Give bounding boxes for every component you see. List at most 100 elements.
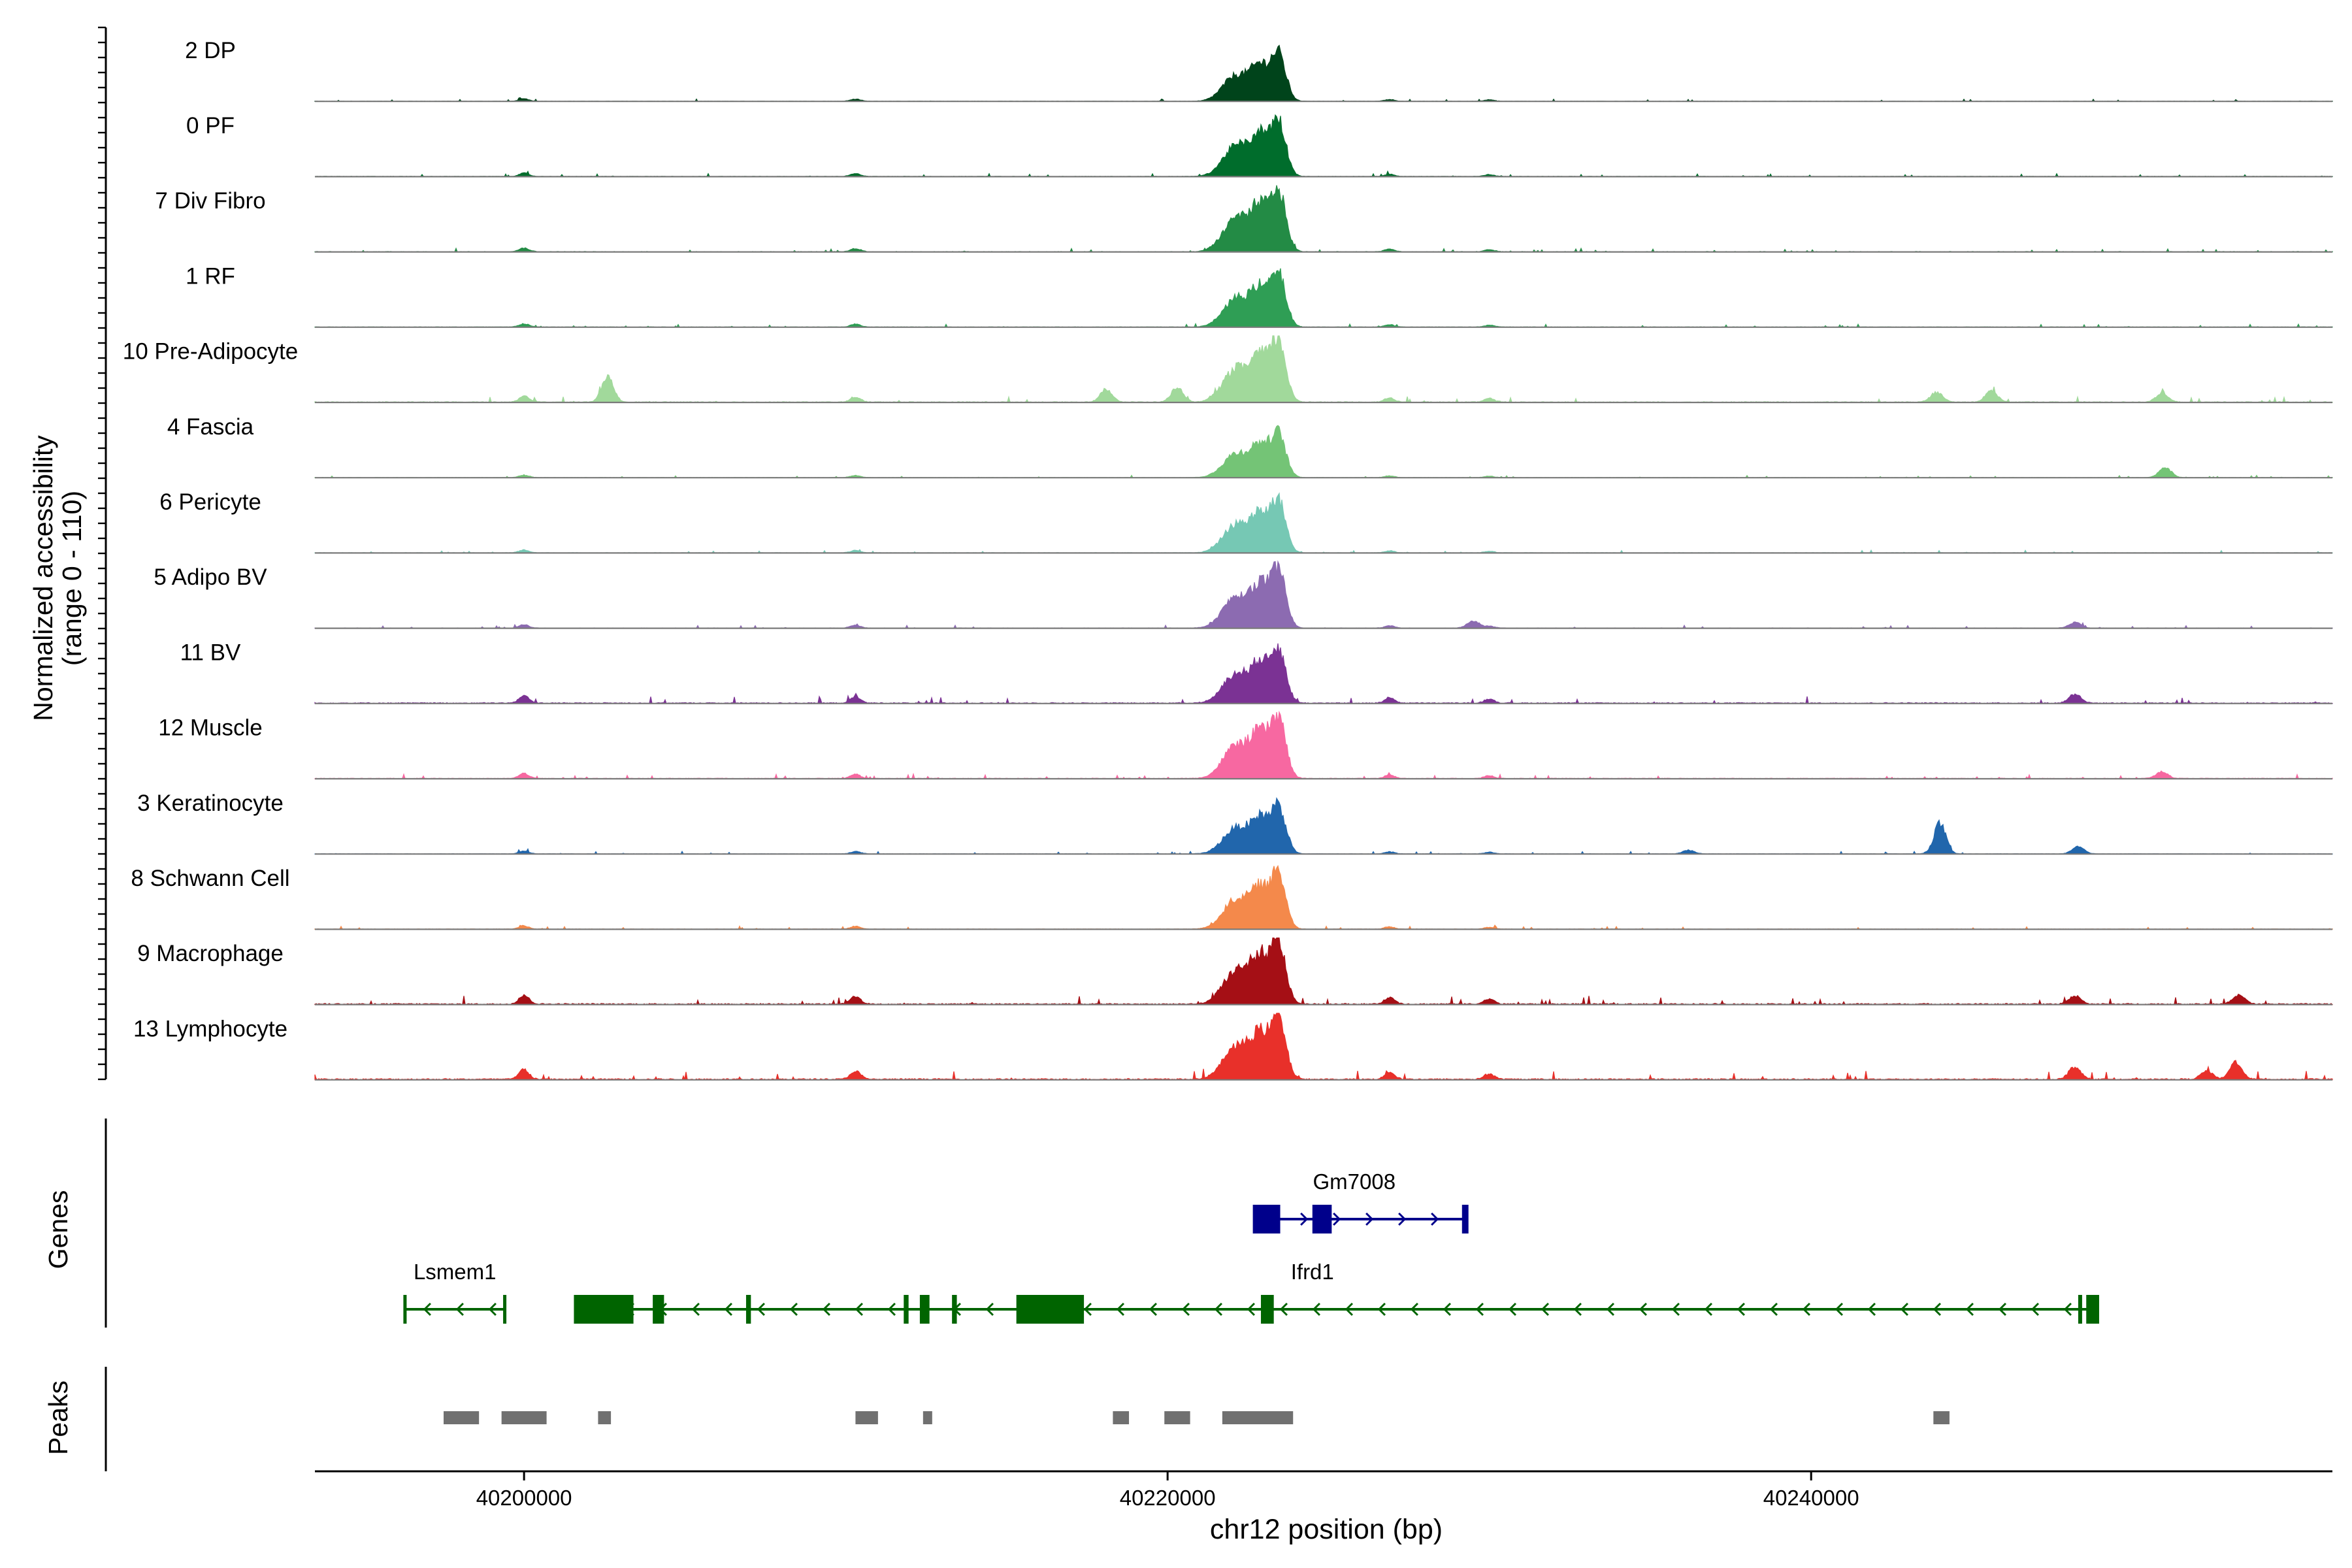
exon bbox=[2086, 1295, 2098, 1324]
strand-chevron bbox=[724, 1302, 732, 1316]
strand-chevron bbox=[1345, 1302, 1353, 1316]
track-13: 13 Lymphocyte bbox=[133, 1013, 2333, 1081]
gene-ifrd1: Ifrd1 bbox=[574, 1260, 2099, 1324]
strand-chevron bbox=[691, 1302, 700, 1316]
exon bbox=[1312, 1205, 1332, 1233]
x-axis: 40200000 40220000 40240000 bbox=[315, 1470, 2332, 1510]
y-axis bbox=[98, 26, 107, 1081]
track-label: 9 Macrophage bbox=[137, 941, 284, 966]
coverage-area bbox=[314, 710, 2333, 779]
x-axis-label: chr12 position (bp) bbox=[1210, 1514, 1443, 1545]
coverage-area bbox=[314, 335, 2333, 403]
exon bbox=[1462, 1205, 1467, 1233]
strand-chevron bbox=[1247, 1302, 1255, 1316]
track-label: 8 Schwann Cell bbox=[131, 866, 289, 891]
exon bbox=[952, 1295, 957, 1324]
strand-chevron bbox=[1431, 1212, 1439, 1226]
strand-chevron bbox=[1149, 1302, 1157, 1316]
peak-region bbox=[1164, 1411, 1190, 1424]
track-8: 11 BV bbox=[180, 640, 2333, 704]
track-label: 2 DP bbox=[185, 38, 236, 63]
peak-region bbox=[923, 1411, 932, 1424]
strand-chevron bbox=[1541, 1302, 1549, 1316]
strand-chevron bbox=[1181, 1302, 1190, 1316]
track-label: 1 RF bbox=[186, 263, 235, 289]
track-label: 6 Pericyte bbox=[159, 489, 261, 515]
strand-chevron bbox=[855, 1302, 863, 1316]
exon bbox=[1260, 1295, 1274, 1324]
strand-chevron bbox=[1573, 1302, 1582, 1316]
strand-chevron bbox=[822, 1302, 830, 1316]
strand-chevron bbox=[1867, 1302, 1876, 1316]
coverage-area bbox=[314, 114, 2333, 178]
track-label: 0 PF bbox=[186, 113, 235, 139]
strand-chevron bbox=[2063, 1302, 2072, 1316]
coverage-area bbox=[314, 864, 2333, 930]
track-label: 13 Lymphocyte bbox=[133, 1016, 287, 1041]
track-3: 1 RF bbox=[186, 263, 2333, 328]
coverage-area bbox=[314, 643, 2333, 704]
peak-region bbox=[444, 1411, 480, 1424]
track-label: 7 Div Fibro bbox=[155, 188, 265, 214]
exon bbox=[2078, 1295, 2082, 1324]
peak-region bbox=[1113, 1411, 1130, 1424]
track-label: 11 BV bbox=[180, 640, 241, 665]
track-4: 10 Pre-Adipocyte bbox=[123, 335, 2333, 404]
strand-chevron bbox=[1802, 1302, 1810, 1316]
gene-label: Gm7008 bbox=[1313, 1169, 1396, 1194]
x-tick-label: 40220000 bbox=[1120, 1486, 1216, 1510]
track-7: 5 Adipo BV bbox=[154, 560, 2333, 629]
strand-chevron bbox=[1333, 1212, 1341, 1226]
strand-chevron bbox=[1508, 1302, 1516, 1316]
strand-chevron bbox=[1116, 1302, 1124, 1316]
track-label: 12 Muscle bbox=[158, 715, 263, 741]
track-2: 7 Div Fibro bbox=[155, 185, 2333, 253]
gene-label: Ifrd1 bbox=[1291, 1260, 1334, 1284]
exon bbox=[1254, 1205, 1281, 1233]
track-label: 5 Adipo BV bbox=[154, 564, 267, 590]
strand-chevron bbox=[1704, 1302, 1712, 1316]
strand-chevron bbox=[1398, 1212, 1407, 1226]
gene-label: Lsmem1 bbox=[414, 1260, 497, 1284]
peak-region bbox=[855, 1411, 878, 1424]
exon bbox=[575, 1295, 634, 1324]
track-0: 2 DP bbox=[185, 38, 2333, 103]
x-tick-label: 40240000 bbox=[1763, 1486, 1859, 1510]
coverage-area bbox=[314, 268, 2333, 328]
gene-gm7008: Gm7008 bbox=[1252, 1169, 1469, 1233]
track-5: 4 Fascia bbox=[167, 414, 2333, 479]
exon bbox=[1016, 1295, 1085, 1324]
coverage-area bbox=[314, 560, 2333, 629]
strand-chevron bbox=[1083, 1302, 1092, 1316]
coverage-area bbox=[314, 185, 2333, 253]
track-1: 0 PF bbox=[186, 113, 2333, 178]
strand-chevron bbox=[1769, 1302, 1778, 1316]
strand-chevron bbox=[789, 1302, 798, 1316]
strand-chevron bbox=[1933, 1302, 1941, 1316]
strand-chevron bbox=[423, 1302, 431, 1316]
peak-region bbox=[598, 1411, 612, 1424]
strand-chevron bbox=[1475, 1302, 1484, 1316]
strand-chevron bbox=[1737, 1302, 1745, 1316]
peak-region bbox=[501, 1411, 547, 1424]
coverage-area bbox=[314, 1013, 2333, 1081]
peaks-panel bbox=[105, 1367, 1950, 1471]
strand-chevron bbox=[1377, 1302, 1386, 1316]
gene-lsmem1: Lsmem1 bbox=[403, 1260, 507, 1324]
track-12: 9 Macrophage bbox=[137, 938, 2333, 1005]
peaks-panel-label: Peaks bbox=[43, 1380, 73, 1455]
exon bbox=[745, 1295, 751, 1324]
strand-chevron bbox=[1671, 1302, 1680, 1316]
strand-chevron bbox=[455, 1302, 464, 1316]
peak-region bbox=[1222, 1411, 1294, 1424]
track-label: 10 Pre-Adipocyte bbox=[123, 339, 298, 365]
strand-chevron bbox=[757, 1302, 765, 1316]
track-11: 8 Schwann Cell bbox=[131, 864, 2333, 930]
peak-region bbox=[1933, 1411, 1950, 1424]
y-axis-range-label: (range 0 - 110) bbox=[57, 491, 87, 666]
coverage-area bbox=[314, 44, 2333, 102]
track-label: 4 Fascia bbox=[167, 414, 254, 440]
strand-chevron bbox=[1900, 1302, 1908, 1316]
strand-chevron bbox=[1639, 1302, 1647, 1316]
